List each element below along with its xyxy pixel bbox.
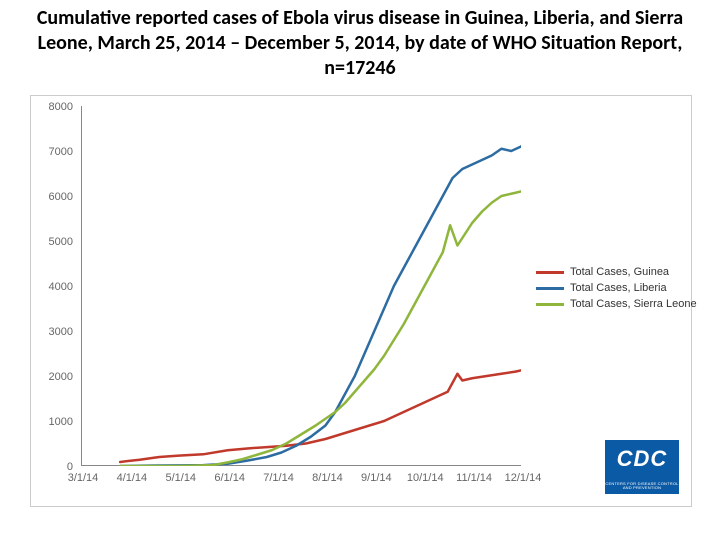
legend-label: Total Cases, Sierra Leone	[570, 298, 697, 310]
legend-item: Total Cases, Liberia	[536, 282, 697, 294]
legend-label: Total Cases, Liberia	[570, 282, 667, 294]
chart-legend: Total Cases, Guinea Total Cases, Liberia T…	[536, 266, 697, 314]
legend-swatch	[536, 287, 564, 290]
x-tick-label: 3/1/14	[61, 472, 105, 484]
y-tick-label: 7000	[49, 146, 73, 158]
x-tick-label: 4/1/14	[110, 472, 154, 484]
legend-swatch	[536, 303, 564, 306]
y-tick-label: 0	[67, 461, 73, 473]
y-tick-label: 4000	[49, 281, 73, 293]
y-tick-label: 3000	[49, 326, 73, 338]
x-tick-label: 9/1/14	[354, 472, 398, 484]
y-tick-label: 6000	[49, 191, 73, 203]
cdc-logo-sub: CENTERS FOR DISEASE CONTROL AND PREVENTI…	[605, 482, 679, 490]
line-chart-plot	[81, 106, 521, 466]
x-tick-label: 10/1/14	[403, 472, 447, 484]
legend-swatch	[536, 271, 564, 274]
y-tick-label: 2000	[49, 371, 73, 383]
chart-container: Total Cases, GuineaTotal Cases, LiberiaT…	[30, 95, 692, 507]
legend-label: Total Cases, Guinea	[570, 266, 669, 278]
x-tick-label: 8/1/14	[305, 472, 349, 484]
x-tick-label: 5/1/14	[159, 472, 203, 484]
y-tick-label: 1000	[49, 416, 73, 428]
cdc-logo-main: CDC	[605, 440, 679, 472]
y-tick-label: 8000	[49, 101, 73, 113]
y-tick-label: 5000	[49, 236, 73, 248]
x-tick-label: 7/1/14	[257, 472, 301, 484]
x-tick-label: 6/1/14	[208, 472, 252, 484]
legend-item: Total Cases, Guinea	[536, 266, 697, 278]
x-tick-label: 12/1/14	[501, 472, 545, 484]
x-tick-label: 11/1/14	[452, 472, 496, 484]
cdc-logo: CDC CENTERS FOR DISEASE CONTROL AND PREV…	[605, 440, 679, 494]
page-title: Cumulative reported cases of Ebola virus…	[0, 0, 720, 81]
legend-item: Total Cases, Sierra Leone	[536, 298, 697, 310]
